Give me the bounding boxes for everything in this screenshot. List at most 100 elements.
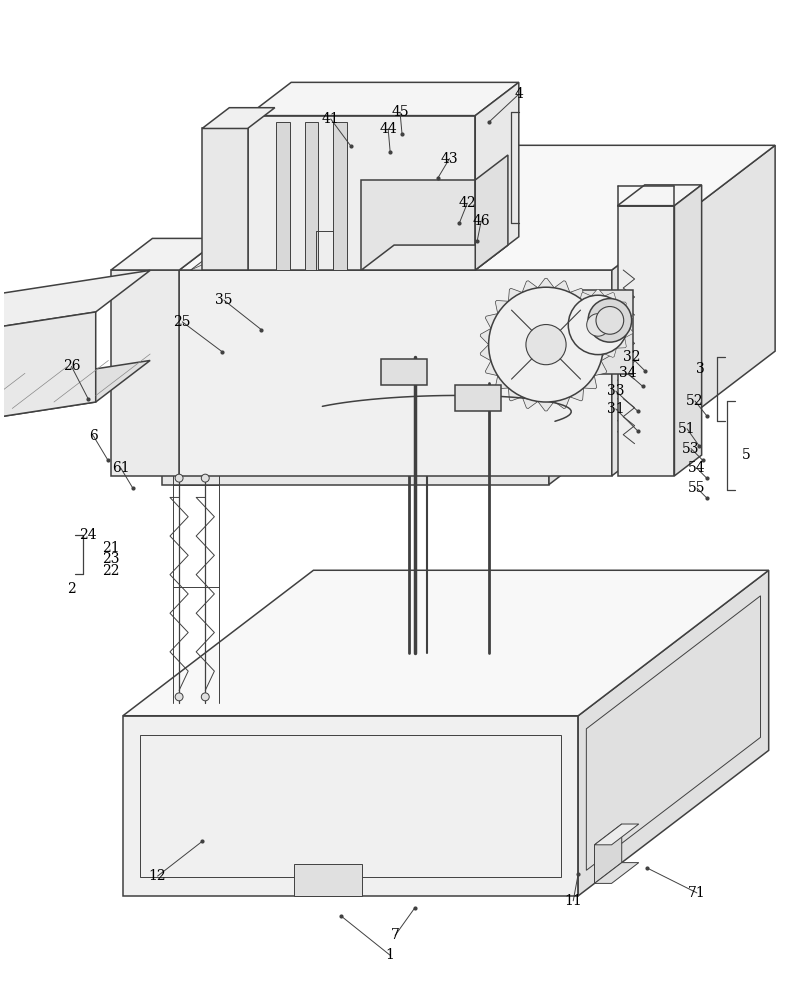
Text: 35: 35 xyxy=(215,293,232,307)
Polygon shape xyxy=(594,314,607,328)
Polygon shape xyxy=(485,314,498,328)
Polygon shape xyxy=(563,312,571,325)
Polygon shape xyxy=(495,300,508,314)
Polygon shape xyxy=(625,325,633,338)
Circle shape xyxy=(526,325,566,365)
Text: 11: 11 xyxy=(564,894,582,908)
Polygon shape xyxy=(111,270,179,476)
Polygon shape xyxy=(579,348,592,357)
Text: 5: 5 xyxy=(742,448,751,462)
Polygon shape xyxy=(508,388,522,401)
Polygon shape xyxy=(475,155,508,270)
Text: 6: 6 xyxy=(89,429,98,443)
Text: 24: 24 xyxy=(79,528,97,542)
Polygon shape xyxy=(495,376,508,389)
Polygon shape xyxy=(475,82,519,270)
Text: 7: 7 xyxy=(391,928,399,942)
Text: 43: 43 xyxy=(441,152,458,166)
Polygon shape xyxy=(563,325,571,338)
Polygon shape xyxy=(594,361,607,376)
Polygon shape xyxy=(0,360,150,441)
Polygon shape xyxy=(595,824,639,845)
Polygon shape xyxy=(625,312,633,325)
Polygon shape xyxy=(276,122,290,270)
Polygon shape xyxy=(570,338,579,348)
Text: 31: 31 xyxy=(607,402,625,416)
Text: 41: 41 xyxy=(322,112,340,126)
Circle shape xyxy=(596,307,624,334)
Text: 44: 44 xyxy=(379,122,397,136)
Polygon shape xyxy=(549,368,685,485)
Polygon shape xyxy=(583,300,596,314)
Polygon shape xyxy=(179,145,775,270)
Polygon shape xyxy=(617,302,626,312)
Polygon shape xyxy=(333,122,347,270)
Text: 53: 53 xyxy=(682,442,700,456)
Polygon shape xyxy=(362,180,475,270)
Circle shape xyxy=(588,299,632,342)
Polygon shape xyxy=(111,238,220,270)
Text: 22: 22 xyxy=(102,564,119,578)
Circle shape xyxy=(175,693,183,701)
Text: 55: 55 xyxy=(688,481,705,495)
Polygon shape xyxy=(592,354,604,361)
Text: 12: 12 xyxy=(148,869,166,883)
Polygon shape xyxy=(162,368,685,472)
Text: 4: 4 xyxy=(514,87,523,101)
Polygon shape xyxy=(570,302,579,312)
Circle shape xyxy=(587,314,609,336)
Circle shape xyxy=(201,474,209,482)
Polygon shape xyxy=(190,258,286,270)
Text: 21: 21 xyxy=(102,541,120,555)
Polygon shape xyxy=(592,289,604,296)
Polygon shape xyxy=(570,388,583,401)
Polygon shape xyxy=(0,270,150,351)
Polygon shape xyxy=(522,281,537,292)
Polygon shape xyxy=(595,863,639,883)
Text: 45: 45 xyxy=(391,105,409,119)
Polygon shape xyxy=(485,361,498,376)
Polygon shape xyxy=(537,278,554,288)
Text: 23: 23 xyxy=(102,552,119,566)
Text: 33: 33 xyxy=(607,384,625,398)
Polygon shape xyxy=(202,108,275,128)
Polygon shape xyxy=(508,288,522,301)
Text: 3: 3 xyxy=(696,362,705,376)
Polygon shape xyxy=(123,716,578,896)
Circle shape xyxy=(568,295,628,355)
Polygon shape xyxy=(612,145,775,476)
Text: 32: 32 xyxy=(623,350,641,364)
Polygon shape xyxy=(601,328,612,345)
Polygon shape xyxy=(202,128,248,270)
Text: 26: 26 xyxy=(63,359,80,373)
Polygon shape xyxy=(362,245,508,270)
Polygon shape xyxy=(0,312,96,441)
Polygon shape xyxy=(675,185,701,476)
Text: 2: 2 xyxy=(67,582,76,596)
Circle shape xyxy=(175,474,183,482)
Polygon shape xyxy=(179,270,612,476)
Polygon shape xyxy=(162,472,549,485)
Polygon shape xyxy=(578,570,769,896)
Polygon shape xyxy=(304,122,318,270)
Text: 61: 61 xyxy=(112,461,130,475)
Polygon shape xyxy=(604,348,617,357)
Polygon shape xyxy=(570,288,583,301)
Polygon shape xyxy=(617,206,675,476)
Polygon shape xyxy=(579,292,592,302)
Polygon shape xyxy=(123,570,769,716)
Polygon shape xyxy=(294,864,362,896)
Text: 71: 71 xyxy=(688,886,706,900)
Polygon shape xyxy=(617,338,626,348)
Polygon shape xyxy=(537,401,554,411)
Polygon shape xyxy=(583,376,596,389)
Polygon shape xyxy=(582,290,633,374)
Polygon shape xyxy=(522,397,537,409)
Text: 42: 42 xyxy=(458,196,476,210)
Text: 34: 34 xyxy=(619,366,637,380)
Polygon shape xyxy=(595,824,621,883)
Circle shape xyxy=(488,287,604,402)
Text: 54: 54 xyxy=(688,461,706,475)
Polygon shape xyxy=(617,185,701,206)
Text: 25: 25 xyxy=(174,315,191,329)
